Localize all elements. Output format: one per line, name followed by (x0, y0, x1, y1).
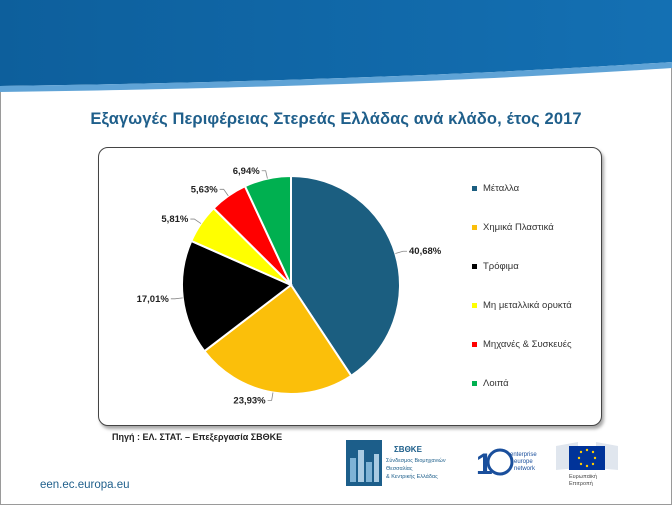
leader-line-chemicals-plastics (267, 392, 274, 401)
leader-line-machinery-appliances (219, 188, 229, 197)
legend-swatch-metals (472, 186, 477, 191)
svg-text:Ευρωπαϊκή: Ευρωπαϊκή (569, 473, 597, 480)
legend-label-chemicals-plastics: Χημικά Πλαστικά (483, 222, 554, 233)
leader-line-food (170, 297, 183, 300)
legend-label-food: Τρόφιμα (483, 261, 519, 272)
leader-line-other (261, 170, 268, 179)
svg-text:enterprise: enterprise (510, 452, 537, 458)
svg-text:& Κεντρικής Ελλάδας: & Κεντρικής Ελλάδας (386, 473, 438, 480)
data-label-non-metallic-minerals: 5,81% (161, 214, 188, 225)
footer-link[interactable]: een.ec.europa.eu (40, 479, 130, 491)
legend-label-other: Λοιπά (483, 378, 509, 389)
svg-text:Σύνδεσμος Βιομηχανιών: Σύνδεσμος Βιομηχανιών (386, 457, 446, 464)
data-label-machinery-appliances: 5,63% (191, 184, 218, 195)
legend-label-metals: Μέταλλα (483, 183, 520, 194)
svg-text:Επιτροπή: Επιτροπή (569, 480, 593, 487)
legend-swatch-other (472, 381, 477, 386)
data-label-chemicals-plastics: 23,93% (233, 395, 266, 406)
chart-container: 40,68% 23,93% 17,01% 5,81% 5,63% 6,94% Μέταλλ… (98, 147, 602, 426)
leader-line-non-metallic-minerals (190, 218, 202, 224)
data-label-metals: 40,68% (409, 246, 442, 257)
legend-label-machinery-appliances: Μηχανές & Συσκευές (483, 339, 572, 350)
een-logo: 1 enterprise europe network (474, 440, 538, 486)
svg-text:Θεσσαλίας: Θεσσαλίας (386, 466, 413, 472)
legend-swatch-non-metallic-minerals (472, 303, 477, 308)
data-label-food: 17,01% (137, 294, 170, 305)
legend-label-non-metallic-minerals: Μη μεταλλικά ορυκτά (483, 300, 572, 311)
pie-chart: 40,68% 23,93% 17,01% 5,81% 5,63% 6,94% Μέταλλ… (137, 166, 573, 407)
source-note: Πηγή : ΕΛ. ΣΤΑΤ. – Επεξεργασία ΣΒΘΚΕ (112, 432, 283, 442)
svg-text:ΣΒΘΚΕ: ΣΒΘΚΕ (394, 445, 423, 454)
page-title: Εξαγωγές Περιφέρειας Στερεάς Ελλάδας ανά… (90, 110, 582, 128)
legend-swatch-chemicals-plastics (472, 225, 477, 230)
svg-text:europe: europe (514, 459, 533, 465)
pie-slice-chemicals-plastics (203, 283, 353, 395)
european-commission-logo: Ευρωπαϊκή Επιτροπή (552, 440, 622, 490)
legend-swatch-machinery-appliances (472, 342, 477, 347)
data-label-other: 6,94% (233, 166, 260, 177)
svg-text:network: network (514, 466, 536, 472)
sbvthe-logo: ΣΒΘΚΕ Σύνδεσμος Βιομηχανιών Θεσσαλίας & … (346, 440, 458, 486)
leader-line-metals (395, 250, 408, 254)
legend-swatch-food (472, 264, 477, 269)
header-banner (0, 0, 672, 95)
